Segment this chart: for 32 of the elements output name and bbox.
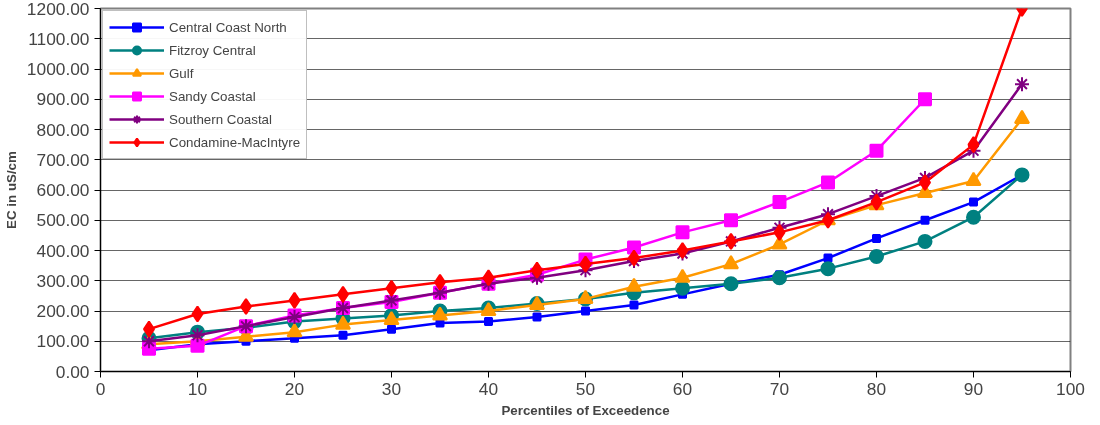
y-tick-label: 700.00 (36, 149, 90, 170)
y-tick-label: 0.00 (55, 361, 90, 382)
x-tick-label: 100 (1056, 378, 1085, 399)
x-tick-label: 70 (769, 378, 790, 399)
y-tick-label: 400.00 (36, 240, 90, 261)
x-tick-label: 90 (963, 378, 984, 399)
y-tick-label: 800.00 (36, 119, 90, 140)
y-tick-label: 500.00 (36, 210, 90, 231)
legend-label: Sandy Coastal (169, 88, 256, 104)
y-tick-label: 200.00 (36, 301, 90, 321)
x-tick-label: 40 (478, 378, 499, 399)
legend-label: Central Coast North (169, 19, 287, 35)
y-tick-label: 1000.00 (26, 59, 90, 79)
x-tick-label: 30 (381, 378, 402, 399)
legend-label: Fitzroy Central (169, 42, 256, 58)
x-tick-label: 50 (575, 378, 596, 399)
y-tick-label: 900.00 (36, 89, 90, 110)
y-tick-label: 300.00 (36, 270, 90, 291)
x-tick-label: 20 (284, 378, 305, 399)
y-tick-label: 1200.00 (26, 0, 90, 19)
x-axis-title: Percentiles of Exceedence (501, 402, 670, 418)
x-tick-label: 0 (95, 378, 106, 399)
legend-label: Southern Coastal (169, 111, 272, 127)
legend-label: Condamine-MacIntyre (169, 134, 301, 150)
x-tick-label: 80 (866, 378, 887, 399)
y-tick-label: 600.00 (36, 180, 90, 200)
y-tick-label: 100.00 (36, 331, 90, 352)
y-axis-title: EC in uS/cm (3, 150, 19, 229)
legend-label: Gulf (169, 65, 194, 81)
y-tick-label: 1100.00 (28, 28, 90, 49)
x-tick-label: 60 (672, 378, 693, 399)
x-tick-label: 10 (187, 378, 208, 399)
